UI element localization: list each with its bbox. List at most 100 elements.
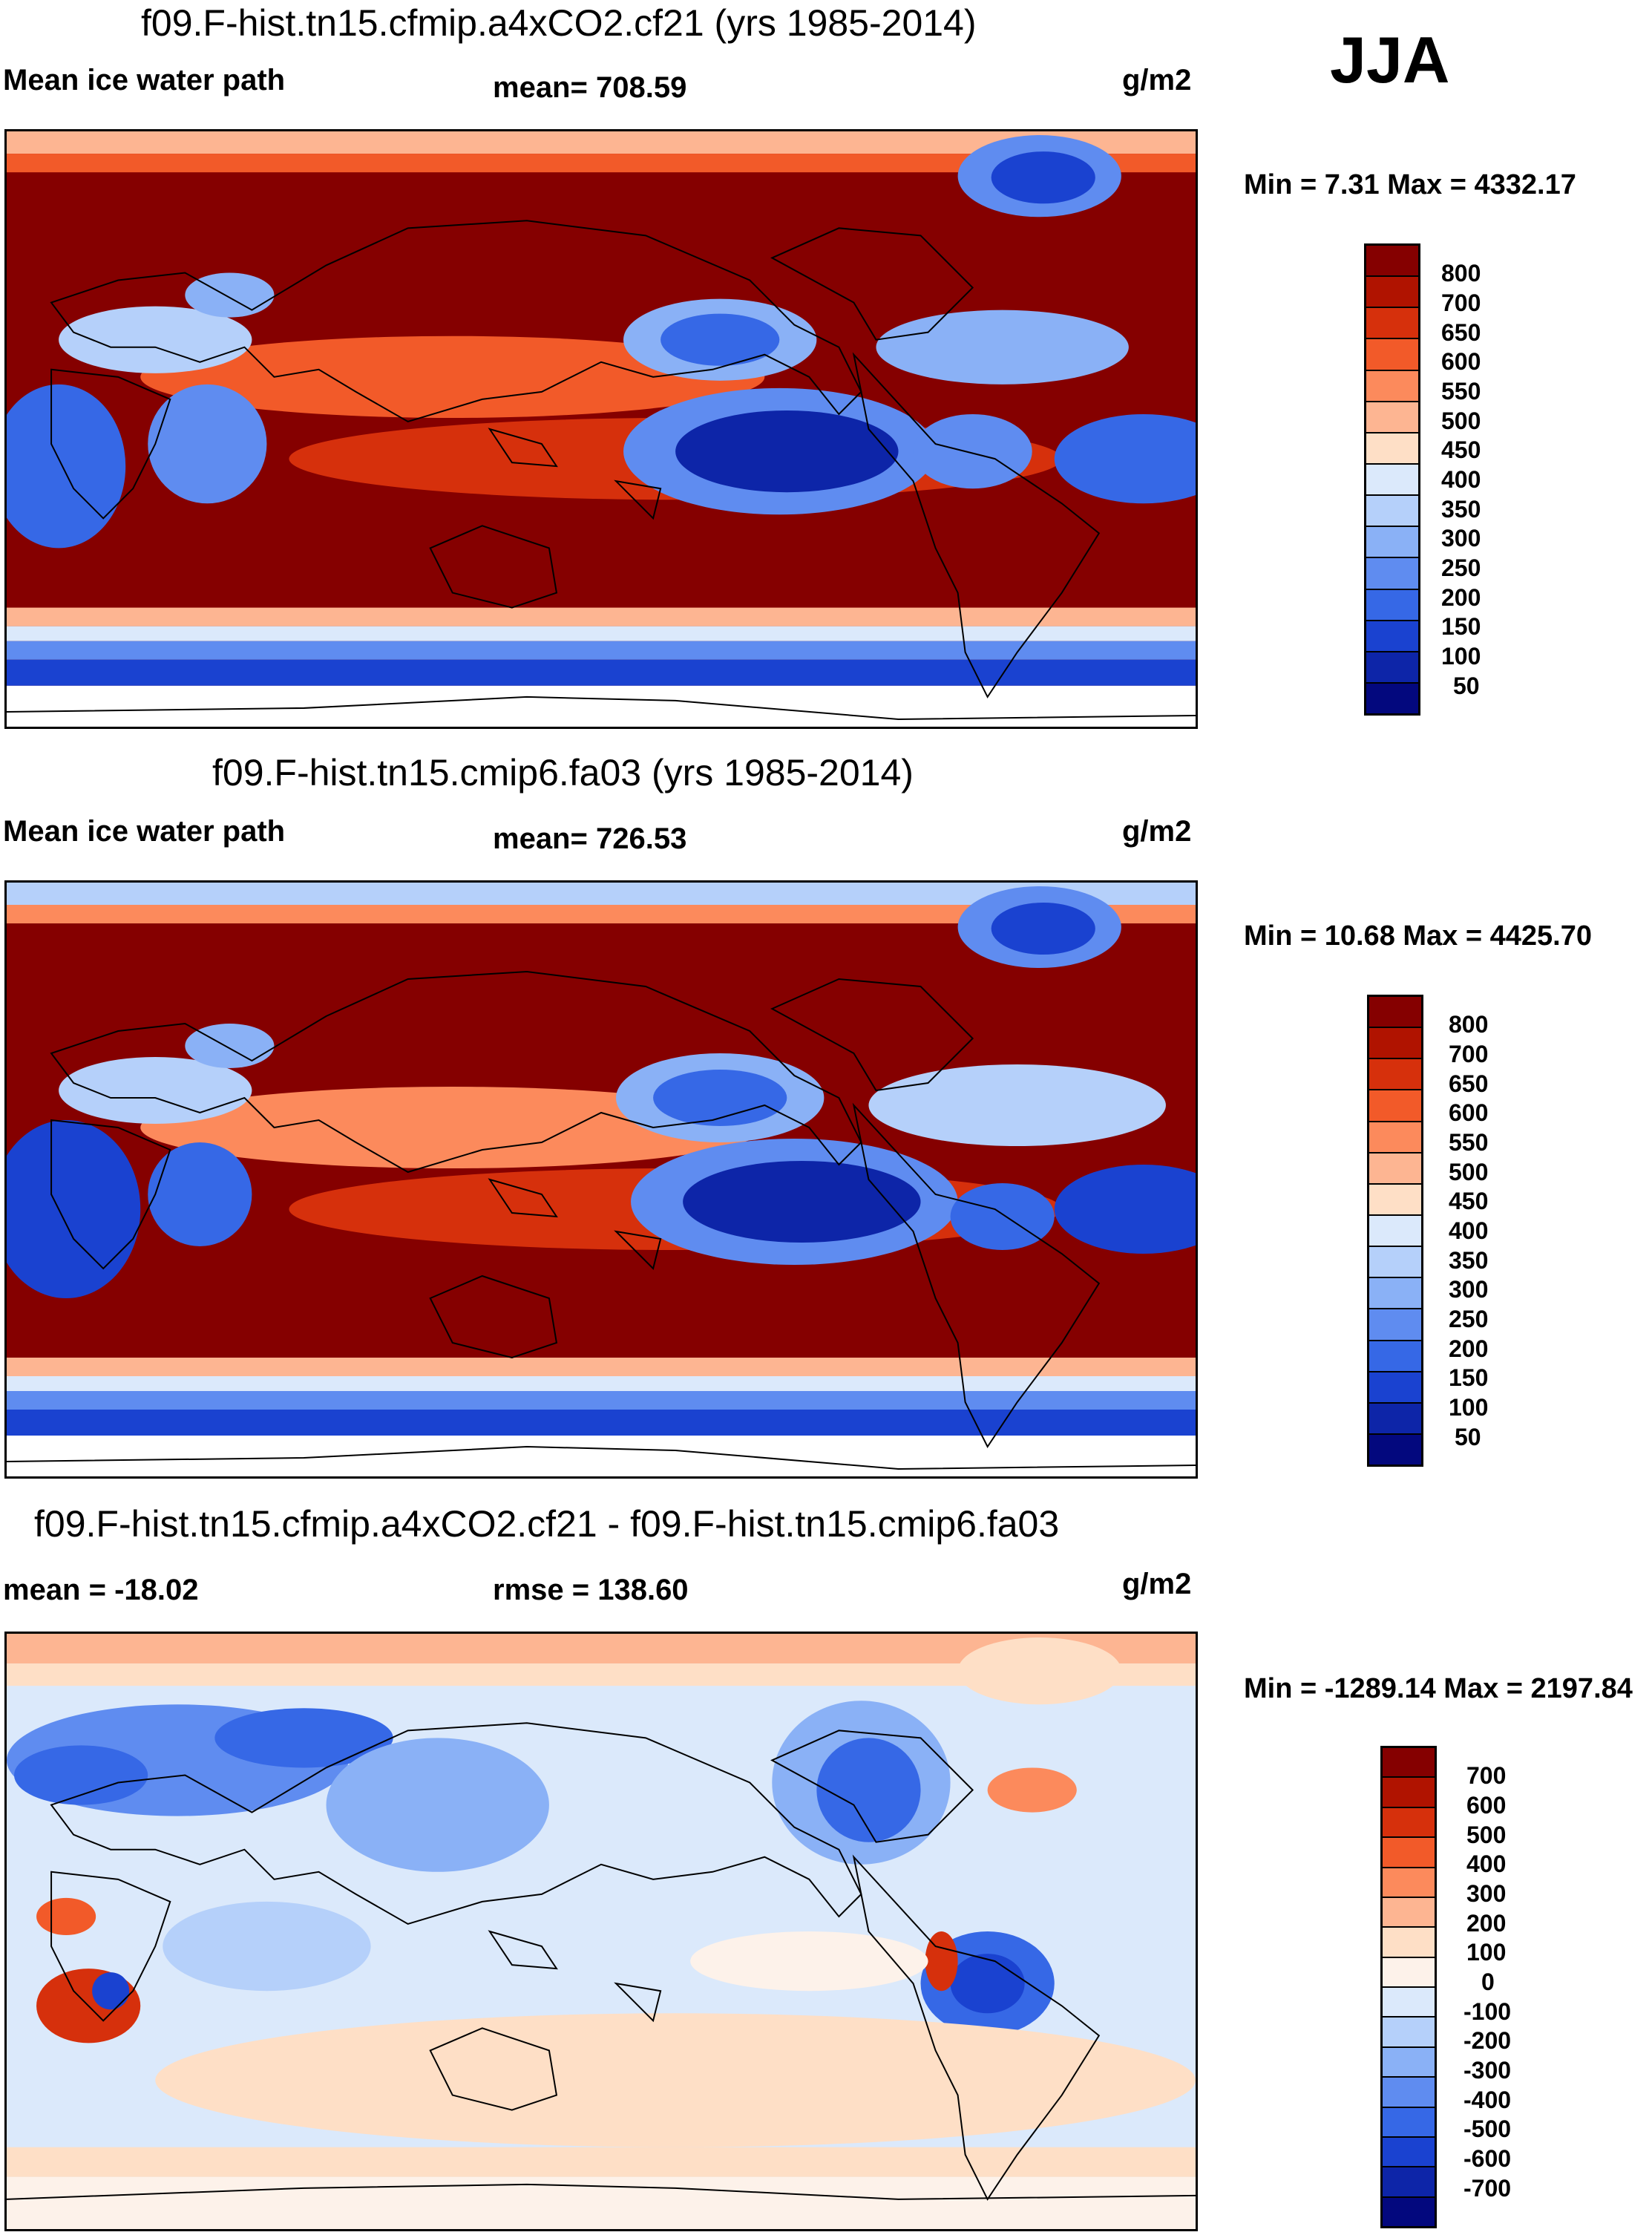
panel-3-units-label: g/m2 <box>1122 1568 1192 1600</box>
panel-3-colorbar-swatch <box>1383 2047 1435 2078</box>
panel-3-mean-label: mean = -18.02 <box>3 1574 199 1606</box>
panel-2-colorbar-swatch <box>1369 1403 1421 1435</box>
panel-3-colorbar-label: 600 <box>1466 1792 1507 1819</box>
panel-3-colorbar-swatch <box>1383 1928 1435 1958</box>
panel-1-colorbar-swatch <box>1366 683 1418 714</box>
panel-3-map <box>4 1632 1198 2231</box>
panel-1-colorbar-swatch <box>1366 308 1418 340</box>
panel-2-colorbar-swatch <box>1369 1059 1421 1091</box>
panel-1-colorbar-swatch <box>1366 277 1418 309</box>
panel-1-colorbar-label: 50 <box>1453 673 1480 699</box>
panel-3-colorbar-label: -100 <box>1463 1998 1512 2025</box>
panel-2-colorbar-swatch <box>1369 1090 1421 1122</box>
panel-2-colorbar-swatch <box>1369 1341 1421 1372</box>
panel-2-colorbar-swatch <box>1369 1184 1421 1216</box>
panel-3-colorbar-label: 300 <box>1466 1880 1507 1907</box>
panel-3-colorbar-label: -300 <box>1463 2057 1512 2084</box>
panel-2-colorbar-swatch <box>1369 1309 1421 1341</box>
panel-2-colorbar-label: 250 <box>1449 1306 1489 1332</box>
panel-1-colorbar-label: 200 <box>1441 584 1481 611</box>
panel-1-colorbar-label: 250 <box>1441 554 1481 581</box>
panel-1-colorbar-swatch <box>1366 433 1418 465</box>
panel-1-colorbar <box>1364 243 1420 716</box>
panel-3-colorbar-swatch <box>1383 1838 1435 1868</box>
panel-1-colorbar-swatch <box>1366 370 1418 402</box>
panel-2-colorbar-label: 500 <box>1449 1159 1489 1185</box>
panel-1-colorbar-label: 300 <box>1441 525 1481 552</box>
panel-2-colorbar-label: 800 <box>1449 1011 1489 1038</box>
panel-2-colorbar-swatch <box>1369 1028 1421 1060</box>
panel-2-colorbar-label: 550 <box>1449 1129 1489 1156</box>
panel-2-colorbar-label: 100 <box>1449 1394 1489 1421</box>
panel-1-field-label: Mean ice water path <box>3 64 286 96</box>
panel-3-colorbar-swatch <box>1383 1957 1435 1988</box>
panel-3-colorbar-label: -600 <box>1463 2145 1512 2172</box>
panel-2-colorbar-label: 450 <box>1449 1188 1489 1214</box>
panel-3-colorbar-swatch <box>1383 1778 1435 1808</box>
panel-1-colorbar-swatch <box>1366 652 1418 684</box>
panel-3-colorbar-label: 100 <box>1466 1939 1507 1966</box>
panel-1-colorbar-label: 400 <box>1441 466 1481 493</box>
panel-3-colorbar-swatch <box>1383 1988 1435 2018</box>
panel-1-colorbar-label: 650 <box>1441 319 1481 346</box>
panel-3-colorbar-label: -200 <box>1463 2027 1512 2054</box>
panel-3-colorbar-swatch <box>1383 1868 1435 1898</box>
panel-3-colorbar-label: 500 <box>1466 1822 1507 1848</box>
panel-1-colorbar-swatch <box>1366 246 1418 278</box>
panel-2-field-label: Mean ice water path <box>3 815 286 848</box>
panel-1-colorbar-swatch <box>1366 589 1418 621</box>
panel-2-colorbar <box>1367 995 1423 1467</box>
panel-1-colorbar-swatch <box>1366 339 1418 371</box>
panel-2-minmax: Min = 10.68 Max = 4425.70 <box>1244 920 1592 952</box>
panel-2-colorbar-label: 50 <box>1455 1424 1481 1450</box>
panel-2-colorbar-swatch <box>1369 997 1421 1029</box>
panel-1-colorbar-label: 500 <box>1441 408 1481 434</box>
panel-2-colorbar-label: 350 <box>1449 1247 1489 1274</box>
panel-1-colorbar-swatch <box>1366 558 1418 590</box>
panel-1-colorbar-label: 700 <box>1441 289 1481 316</box>
panel-1-mean-label: mean= 708.59 <box>493 71 687 104</box>
panel-1-colorbar-label: 450 <box>1441 436 1481 463</box>
panel-2-units-label: g/m2 <box>1122 815 1192 848</box>
panel-1-minmax: Min = 7.31 Max = 4332.17 <box>1244 169 1576 200</box>
panel-1-colorbar-swatch <box>1366 527 1418 559</box>
panel-2-colorbar-swatch <box>1369 1153 1421 1185</box>
panel-3-colorbar-label: 400 <box>1466 1850 1507 1877</box>
panel-2-colorbar-swatch <box>1369 1122 1421 1154</box>
panel-3-colorbar-label: -400 <box>1463 2087 1512 2113</box>
panel-1-colorbar-swatch <box>1366 496 1418 528</box>
panel-3-colorbar-label: 700 <box>1466 1762 1507 1789</box>
panel-2-colorbar-label: 300 <box>1449 1276 1489 1303</box>
panel-2-colorbar-swatch <box>1369 1372 1421 1404</box>
panel-2-mean-label: mean= 726.53 <box>493 822 687 855</box>
panel-1-colorbar-label: 600 <box>1441 348 1481 375</box>
panel-3-colorbar-label: 0 <box>1481 1969 1495 1995</box>
panel-1-colorbar-swatch <box>1366 621 1418 652</box>
panel-2-colorbar-label: 200 <box>1449 1335 1489 1362</box>
panel-1-colorbar-swatch <box>1366 464 1418 497</box>
panel-3-colorbar-swatch <box>1383 2137 1435 2168</box>
panel-3-rmse-label: rmse = 138.60 <box>493 1574 689 1606</box>
panel-3-title: f09.F-hist.tn15.cfmip.a4xCO2.cf21 - f09.… <box>34 1503 1060 1545</box>
panel-3-colorbar-swatch <box>1383 2078 1435 2108</box>
panel-3-colorbar-label: -500 <box>1463 2115 1512 2142</box>
panel-2-colorbar-label: 700 <box>1449 1041 1489 1067</box>
panel-3-colorbar-swatch <box>1383 2197 1435 2226</box>
panel-2-colorbar-label: 150 <box>1449 1364 1489 1391</box>
panel-3-colorbar-swatch <box>1383 2018 1435 2048</box>
panel-1-colorbar-label: 350 <box>1441 496 1481 523</box>
panel-1-colorbar-label: 150 <box>1441 613 1481 640</box>
panel-1-units-label: g/m2 <box>1122 64 1192 96</box>
panel-3-colorbar-label: 200 <box>1466 1910 1507 1937</box>
panel-2-title: f09.F-hist.tn15.cmip6.fa03 (yrs 1985-201… <box>212 752 914 793</box>
panel-2-colorbar-swatch <box>1369 1278 1421 1310</box>
panel-1-colorbar-label: 800 <box>1441 260 1481 287</box>
panel-3-colorbar <box>1380 1746 1437 2228</box>
panel-3-colorbar-swatch <box>1383 1897 1435 1928</box>
panel-2-map <box>4 880 1198 1479</box>
panel-3-colorbar-swatch <box>1383 2167 1435 2198</box>
panel-3-minmax: Min = -1289.14 Max = 2197.84 <box>1244 1673 1633 1704</box>
panel-2-colorbar-label: 400 <box>1449 1217 1489 1244</box>
panel-1-colorbar-label: 550 <box>1441 378 1481 405</box>
panel-3-colorbar-swatch <box>1383 1748 1435 1778</box>
